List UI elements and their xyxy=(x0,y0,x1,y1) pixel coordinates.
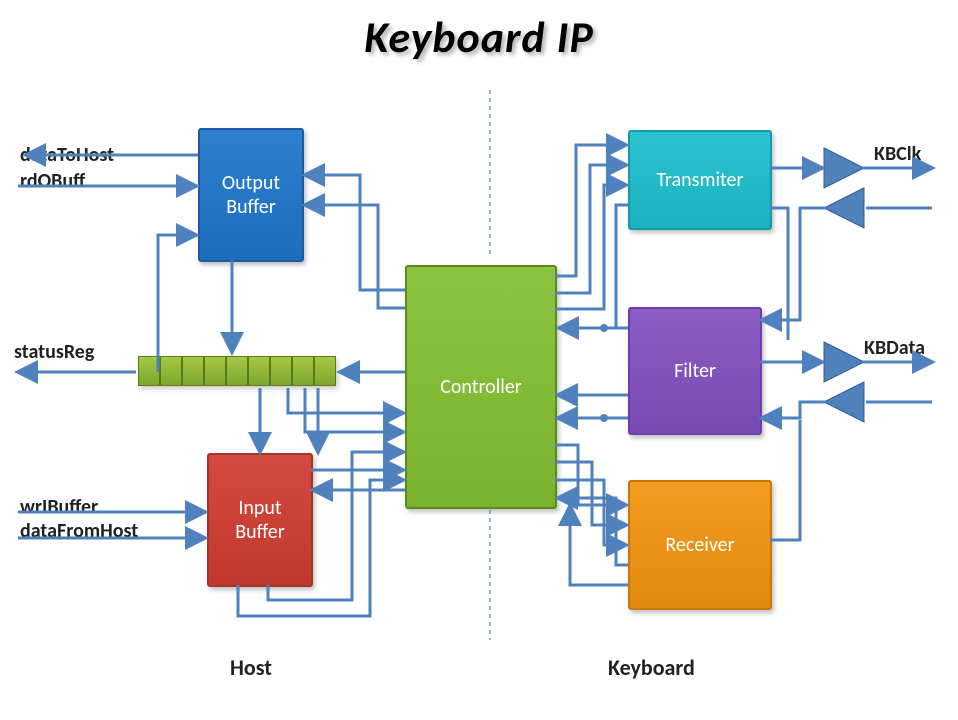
wire-ctrl-tx-3 xyxy=(555,185,626,309)
block-label: Filter xyxy=(674,359,716,383)
section-host: Host xyxy=(230,654,272,681)
wire-rx-ctrl-1 xyxy=(558,498,628,565)
wire-rx-ctrl-2 xyxy=(570,506,628,585)
wire-ctrl-rx-3 xyxy=(555,480,626,545)
block-controller: Controller xyxy=(405,265,557,509)
block-label: OutputBuffer xyxy=(222,171,280,219)
label-kbclk: KBClk xyxy=(874,142,921,166)
section-keyboard: Keyboard xyxy=(608,654,695,681)
block-label: Transmiter xyxy=(657,168,744,192)
block-label: Controller xyxy=(440,375,522,399)
wire-ctrl-tx-2 xyxy=(555,165,626,293)
wire-tri-to-filter-bot xyxy=(762,402,826,418)
label-datafromhost: dataFromHost xyxy=(20,519,138,543)
wire-ctrl-to-obuff-1 xyxy=(305,175,405,290)
wire-ctrl-to-obuff-2 xyxy=(305,205,405,308)
junction-2 xyxy=(600,414,608,422)
label-statusreg: statusReg xyxy=(14,340,94,364)
status-register xyxy=(138,356,336,386)
block-input-buffer: InputBuffer xyxy=(207,453,313,587)
label-wribuffer: wrIBuffer xyxy=(20,495,98,519)
wire-ctrl-rx-1 xyxy=(555,445,626,505)
block-transmitter: Transmiter xyxy=(628,130,772,230)
wire-ctrl-tx-1 xyxy=(555,145,626,276)
tri-kbdata-out xyxy=(824,342,864,382)
label-datatohost: dataToHost xyxy=(20,143,114,167)
tri-kbdata-in xyxy=(824,382,864,422)
tri-kbclk-in xyxy=(824,188,864,228)
wire-tx-down xyxy=(770,208,788,340)
block-output-buffer: OutputBuffer xyxy=(198,128,304,262)
block-label: Receiver xyxy=(665,533,734,557)
tri-kbclk-out xyxy=(824,148,864,188)
wire-tx-ctrl-back xyxy=(559,205,628,328)
block-filter: Filter xyxy=(628,307,762,435)
diagram-title: Keyboard IP xyxy=(0,10,958,64)
label-rdobuff: rdOBuff xyxy=(20,169,85,193)
wire-reg-to-ctrl-a xyxy=(288,388,403,413)
label-kbdata: KBData xyxy=(864,336,925,360)
wire-reg-to-obuff xyxy=(158,235,196,372)
wire-ctrl-rx-2 xyxy=(555,462,626,525)
block-receiver: Receiver xyxy=(628,480,772,610)
wire-reg-to-ctrl-b xyxy=(305,388,403,432)
junction-1 xyxy=(600,324,608,332)
block-label: InputBuffer xyxy=(235,496,284,544)
wire-rx-up xyxy=(770,420,800,540)
